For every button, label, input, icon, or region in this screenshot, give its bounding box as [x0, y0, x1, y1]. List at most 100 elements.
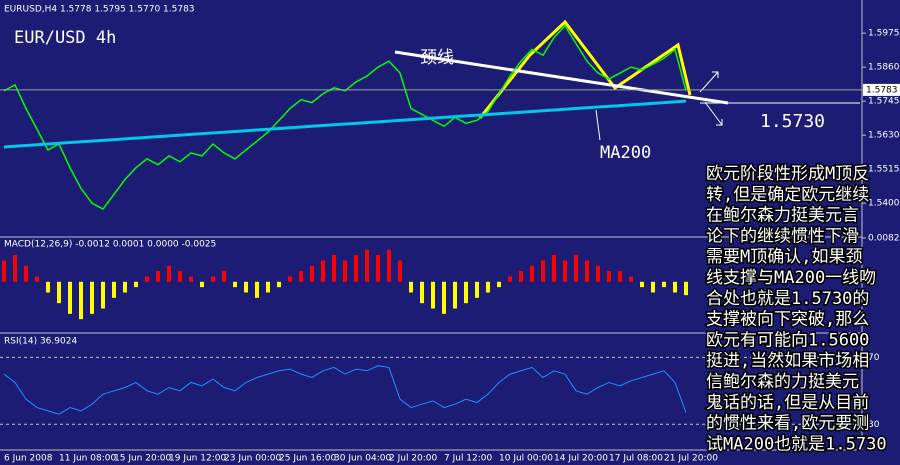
y-tick-label: 1.5630: [868, 131, 900, 141]
chart-header: EURUSD,H4 1.5778 1.5795 1.5770 1.5783: [4, 5, 195, 15]
histogram-bar: [585, 260, 589, 282]
note-line: 在鲍尔森力挺美元言: [706, 206, 859, 226]
histogram-bar: [629, 276, 633, 282]
histogram-bar: [508, 276, 512, 282]
x-tick-label: 7 Jul 12:00: [444, 454, 493, 464]
annotation: MA200: [600, 143, 651, 163]
histogram-bar: [321, 260, 325, 282]
series-line: [3, 365, 687, 415]
y-tick-label: 1.5400: [868, 199, 900, 209]
histogram-bar: [255, 281, 259, 298]
histogram-bar: [233, 281, 237, 288]
histogram-bar: [442, 281, 446, 314]
histogram-bar: [420, 281, 424, 304]
histogram-bar: [640, 281, 644, 288]
histogram-bar: [13, 255, 17, 282]
note-line: 欧元阶段性形成M顶反: [706, 164, 869, 184]
histogram-bar: [376, 255, 380, 282]
histogram-bar: [299, 271, 303, 282]
current-price-box: [863, 83, 900, 96]
x-tick-label: 30 Jun 04:00: [334, 454, 391, 464]
annotation: 1.5730: [760, 111, 825, 132]
histogram-bar: [178, 271, 182, 282]
histogram-bar: [310, 265, 314, 282]
histogram-bar: [145, 276, 149, 282]
histogram-bar: [607, 271, 611, 282]
rsi-header: RSI(14) 36.9024: [4, 337, 77, 347]
histogram-bar: [189, 276, 193, 282]
note-line: 论下的继续惯性下滑: [706, 226, 859, 246]
histogram-bar: [519, 271, 523, 282]
note-line: 需要M顶确认,如果颈: [706, 247, 862, 267]
note-line: 线支撑与MA200一线吻: [706, 268, 876, 288]
histogram-bar: [486, 281, 490, 293]
annotation: 颈线: [420, 48, 454, 68]
y-tick-label: 0.0082: [868, 234, 900, 244]
histogram-bar: [211, 276, 215, 282]
note-line: 挺进,当然如果市场相: [706, 351, 869, 371]
y-tick-label: 1.5515: [868, 165, 900, 175]
x-tick-label: 11 Jun 08:00: [59, 454, 116, 464]
histogram-bar: [90, 281, 94, 314]
x-tick-label: 15 Jun 20:00: [114, 454, 171, 464]
histogram-bar: [530, 265, 534, 282]
x-tick-label: 2 Jul 20:00: [389, 454, 438, 464]
histogram-bar: [552, 255, 556, 282]
histogram-bar: [35, 276, 39, 282]
note-line: 转,但是确定欧元继续: [706, 185, 869, 205]
histogram-bar: [574, 255, 578, 282]
histogram-bar: [618, 271, 622, 282]
histogram-bar: [167, 265, 171, 282]
histogram-bar: [475, 281, 479, 298]
histogram-bar: [79, 281, 83, 320]
histogram-bar: [431, 281, 435, 309]
histogram-bar: [398, 260, 402, 282]
x-tick-label: 10 Jul 00:00: [499, 454, 553, 464]
histogram-bar: [365, 249, 369, 282]
note-line: 鬼话的话,但是从目前: [706, 393, 869, 413]
histogram-bar: [46, 281, 50, 293]
histogram-bar: [596, 265, 600, 282]
histogram-bar: [684, 281, 688, 296]
y-tick-label: 1.5745: [868, 97, 900, 107]
histogram-bar: [453, 281, 457, 309]
histogram-bar: [2, 260, 6, 282]
m-top-pattern: [478, 19, 692, 119]
y-tick-label: 1.5975: [868, 29, 900, 39]
x-tick-label: 19 Jun 12:00: [169, 454, 226, 464]
histogram-bar: [673, 281, 677, 293]
leader-line: [595, 109, 601, 141]
note-line: 的惯性来看,欧元要测: [706, 414, 869, 434]
y-tick-label: 70: [868, 353, 880, 363]
histogram-bar: [387, 249, 391, 282]
histogram-bar: [497, 281, 501, 288]
histogram-bar: [101, 281, 105, 309]
chart-symbol: EUR/USD 4h: [14, 28, 116, 48]
note-line: 欧元有可能向1.5600: [706, 330, 869, 350]
note-line: 试MA200也就是1.5730: [706, 434, 887, 454]
current-price-label: 1.5783: [866, 85, 898, 95]
y-tick-label: 1.5860: [868, 63, 900, 73]
x-tick-label: 25 Jun 16:00: [279, 454, 336, 464]
histogram-bar: [409, 281, 413, 293]
x-tick-label: 14 Jul 20:00: [554, 454, 608, 464]
note-line: 支撑被向下突破,那么: [706, 310, 869, 330]
histogram-bar: [200, 281, 204, 288]
macd-header: MACD(12,26,9) -0.0012 0.0001 0.0000 -0.0…: [4, 240, 216, 250]
histogram-bar: [651, 281, 655, 293]
series-line: [3, 99, 687, 149]
y-tick-label: 30: [868, 420, 880, 430]
histogram-bar: [266, 281, 270, 293]
histogram-bar: [222, 271, 226, 282]
histogram-bar: [112, 281, 116, 298]
x-tick-label: 21 Jul 20:00: [664, 454, 718, 464]
histogram-bar: [541, 260, 545, 282]
histogram-bar: [134, 281, 138, 288]
histogram-bar: [332, 255, 336, 282]
histogram-bar: [343, 260, 347, 282]
histogram-bar: [68, 281, 72, 314]
histogram-bar: [563, 260, 567, 282]
histogram-bar: [24, 265, 28, 282]
histogram-bar: [464, 281, 468, 304]
